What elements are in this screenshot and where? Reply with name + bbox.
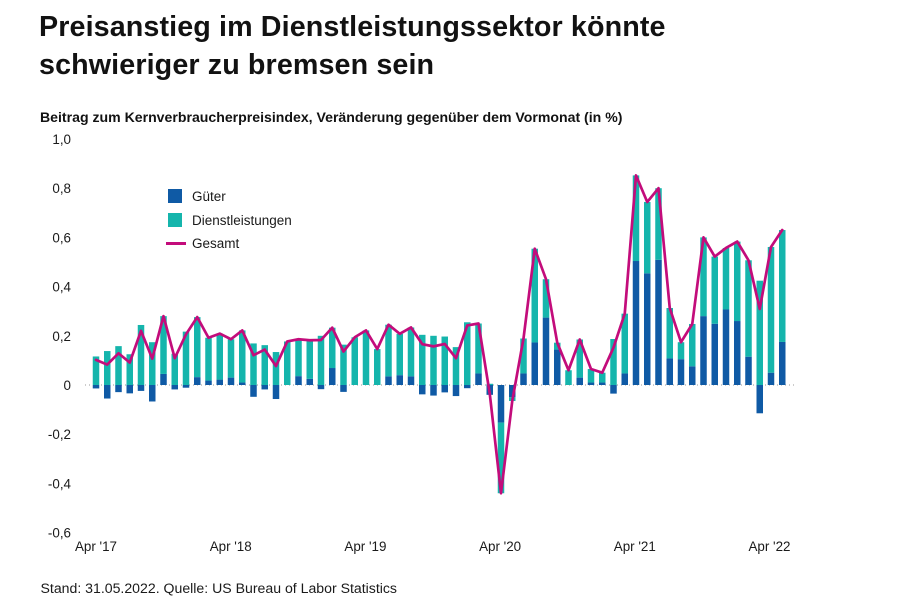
svg-text:Apr '18: Apr '18 <box>210 539 252 554</box>
svg-text:Apr '17: Apr '17 <box>75 539 117 554</box>
svg-text:Apr '19: Apr '19 <box>344 539 386 554</box>
svg-text:-0,2: -0,2 <box>48 427 71 442</box>
svg-text:-0,4: -0,4 <box>48 476 72 491</box>
svg-text:Dienstleistungen: Dienstleistungen <box>192 213 292 228</box>
svg-text:-0,6: -0,6 <box>48 526 71 541</box>
svg-text:Gesamt: Gesamt <box>192 236 240 251</box>
svg-text:Güter: Güter <box>192 189 226 204</box>
svg-text:0: 0 <box>64 378 71 393</box>
svg-text:Apr '21: Apr '21 <box>614 539 656 554</box>
svg-text:1,0: 1,0 <box>52 132 71 147</box>
svg-text:0,2: 0,2 <box>52 329 71 344</box>
svg-text:0,6: 0,6 <box>52 230 71 245</box>
svg-text:0,4: 0,4 <box>52 280 71 295</box>
svg-text:Apr '20: Apr '20 <box>479 539 521 554</box>
svg-text:Apr '22: Apr '22 <box>748 539 790 554</box>
svg-text:0,8: 0,8 <box>52 181 71 196</box>
